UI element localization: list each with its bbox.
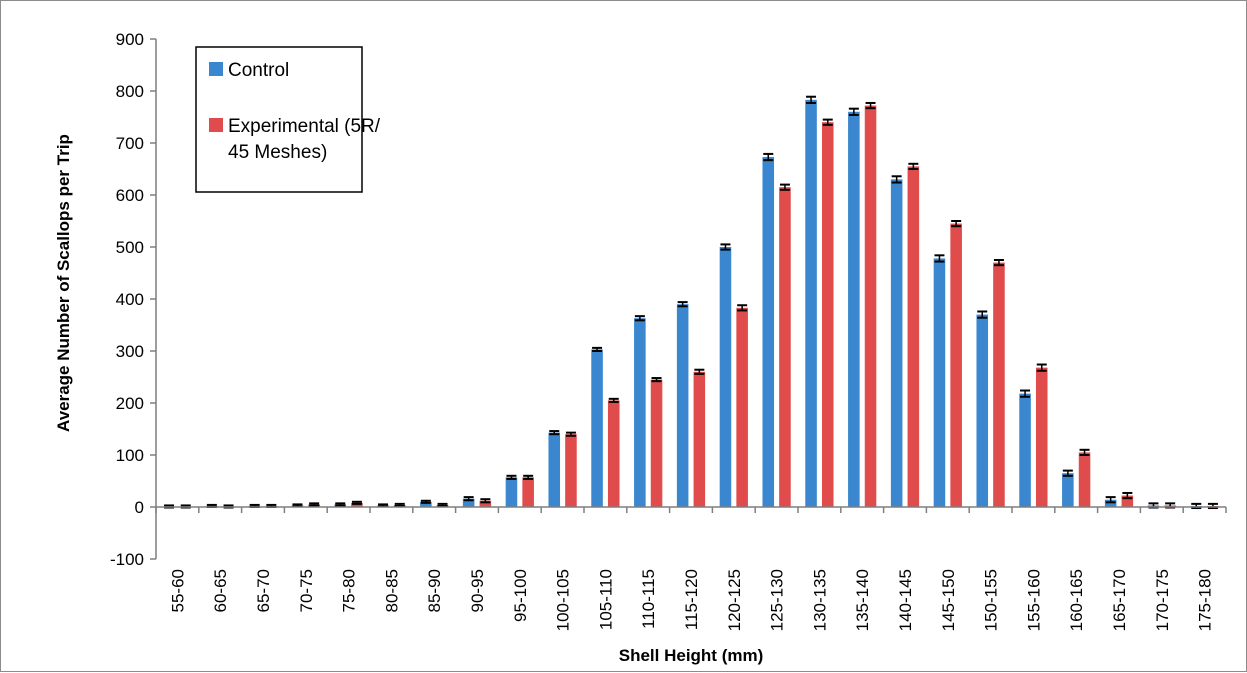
x-tick-label: 150-155 [982,569,1001,631]
x-tick-label: 115-120 [682,569,701,630]
x-tick-label: 80-85 [382,569,401,612]
legend-swatch-control [209,62,223,76]
bar-experimental [693,371,706,507]
y-axis-title: Average Number of Scallops per Trip [54,134,73,432]
x-tick-label: 125-130 [768,569,787,631]
y-tick-label: 800 [116,82,144,101]
x-tick-label: 105-110 [596,569,615,630]
y-tick-label: 400 [116,290,144,309]
x-tick-label: 175-180 [1196,569,1215,631]
legend-label-experimental: Experimental (5R/ 45 Meshes) [228,116,385,163]
x-tick-label: 110-115 [639,569,658,629]
bar-experimental [565,434,577,507]
bar-control [634,318,646,507]
x-tick-label: 60-65 [211,569,230,612]
bar-experimental [907,166,920,507]
x-tick-label: 95-100 [511,569,530,622]
bar-experimental [993,262,1005,507]
x-tick-label: 65-70 [254,569,273,612]
y-tick-label: 300 [116,342,144,361]
legend-label-control: Control [228,60,289,81]
x-tick-label: 130-135 [810,569,829,631]
x-tick-label: 70-75 [297,569,316,612]
bar-control [505,477,518,507]
bar-control [591,349,603,507]
bar-control [676,304,689,507]
bar-experimental [522,477,534,507]
x-tick-label: 85-90 [425,569,444,612]
bar-control [762,157,775,508]
bar-experimental [479,500,492,507]
bar-experimental [736,307,748,507]
x-tick-label: 145-150 [939,569,958,631]
x-tick-label: 160-165 [1067,569,1086,631]
x-tick-label: 165-170 [1110,569,1129,631]
x-tick-label: 100-105 [554,569,573,631]
y-tick-label: 200 [116,394,144,413]
y-tick-label: 500 [116,238,144,257]
plot-area: -100 0 100 200 300 400 500 600 700 800 900 55-60 60-… [110,30,1227,631]
legend: Control Experimental (5R/ 45 Meshes) [195,46,385,193]
bar-control [1062,473,1074,507]
bar-control [848,111,860,508]
bar-control [462,498,475,507]
bar-experimental [779,187,791,507]
bar-control [420,501,432,507]
y-tick-label: 700 [116,134,144,153]
bar-control [933,258,946,507]
bar-experimental [1121,495,1134,507]
x-tick-label: 75-80 [340,569,359,612]
bar-control [805,99,817,507]
y-tick-label: 600 [116,186,144,205]
legend-box [195,46,363,193]
bar-experimental [950,223,962,507]
y-tick-label: 100 [116,446,144,465]
x-tick-label: 55-60 [168,569,187,612]
bar-control [548,432,561,507]
y-tick-label: -100 [110,550,144,569]
bar-experimental [607,400,620,507]
x-tick-label: 135-140 [853,569,872,631]
x-tick-label: 155-160 [1024,569,1043,631]
bar-experimental [864,105,877,507]
y-tick-label: 0 [135,498,144,517]
bar-control [1104,499,1117,507]
x-tick-label: 90-95 [468,569,487,612]
x-tick-label: 140-145 [896,569,915,631]
y-tick-label: 900 [116,30,144,49]
bar-control [1019,393,1031,507]
bar-experimental [351,502,363,507]
x-axis-title: Shell Height (mm) [619,646,764,665]
bar-control [719,247,732,507]
bar-control [890,179,903,507]
x-tick-label: 120-125 [725,569,744,631]
legend-swatch-experimental [209,118,223,132]
bar-experimental [1078,452,1091,507]
x-tick-label: 170-175 [1153,569,1172,631]
bar-experimental [650,379,663,507]
bar-experimental [821,122,834,507]
bar-control [976,314,989,507]
bar-experimental [1035,367,1048,507]
